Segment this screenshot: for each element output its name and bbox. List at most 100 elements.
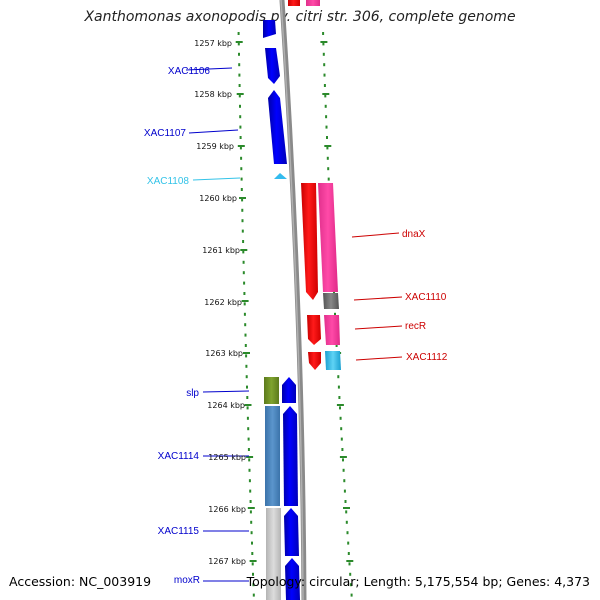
gene-arrow-xac1108[interactable] <box>274 173 287 179</box>
scale-tick <box>239 197 246 199</box>
scale-tick <box>336 404 344 406</box>
ring-dot <box>240 177 243 181</box>
ring-dot <box>238 52 240 56</box>
gene-arrow-dnax[interactable] <box>301 183 318 300</box>
ring-dot <box>240 156 243 160</box>
ring-dot <box>245 354 248 358</box>
scale-tick <box>241 300 249 302</box>
ring-dot <box>241 229 244 233</box>
ring-dot <box>326 136 328 139</box>
ring-dot <box>349 583 352 587</box>
gene-label[interactable]: XAC1110 <box>405 292 447 303</box>
ring-dot <box>249 489 252 493</box>
ring-dot <box>243 312 246 316</box>
scale-label: 1260 kbp <box>199 194 237 203</box>
ring-dot <box>239 125 242 129</box>
ring-dot <box>342 468 345 472</box>
scale-label: 1266 kbp <box>208 505 246 514</box>
ring-dot <box>347 552 350 555</box>
gene-arrow-xac1112[interactable] <box>308 352 321 370</box>
gene-arrow-slp[interactable] <box>282 377 296 403</box>
scale-tick <box>247 507 255 509</box>
scale-tick <box>320 41 328 43</box>
ring-dot <box>241 198 244 202</box>
cog-bar-xac1114 <box>265 406 280 506</box>
ring-dot <box>237 42 240 46</box>
ring-dot <box>326 156 329 160</box>
ring-dot <box>324 104 327 108</box>
map-title: Xanthomonas axonopodis pv. citri str. 30… <box>84 9 516 25</box>
gene-arrow-recr[interactable] <box>307 315 321 345</box>
gene-label[interactable]: recR <box>405 321 426 332</box>
ring-dot <box>322 32 325 35</box>
cog-bar-xac1110 <box>323 293 339 309</box>
ring-dot <box>346 531 349 535</box>
gene-arrow-xac1114[interactable] <box>283 406 298 506</box>
left-leader-lines <box>185 67 250 582</box>
ring-dot <box>341 448 344 451</box>
ring-dot <box>325 125 328 129</box>
gene-arrow[interactable] <box>263 20 276 38</box>
ring-dot <box>238 94 241 98</box>
ring-dot <box>246 396 249 399</box>
ring-dot <box>251 562 254 566</box>
scale-tick <box>343 507 350 509</box>
top-red-feature <box>288 0 300 6</box>
gene-label[interactable]: slp <box>186 388 199 399</box>
gene-label[interactable]: XAC1115 <box>158 526 200 537</box>
ring-dot <box>343 489 346 493</box>
gene-label[interactable]: XAC1108 <box>147 176 190 187</box>
scale-tick <box>236 93 244 95</box>
ring-dot <box>240 188 243 191</box>
gene-label[interactable]: moxR <box>174 575 200 586</box>
gene-arrow-moxr[interactable] <box>285 558 300 600</box>
forward-genes-lower <box>264 377 300 600</box>
gene-arrow[interactable] <box>268 90 287 164</box>
ring-dot <box>322 42 325 46</box>
ring-dot <box>323 73 326 77</box>
ring-dot <box>242 240 245 243</box>
ring-dot <box>243 281 246 285</box>
ring-dot <box>322 52 325 56</box>
cog-bar-dnax <box>318 183 338 292</box>
ring-dot <box>238 63 241 67</box>
scale-tick <box>235 41 243 43</box>
ring-dot <box>327 177 330 181</box>
scale-tick <box>240 249 248 251</box>
reverse-genes <box>301 183 341 370</box>
scale-label: 1261 kbp <box>202 246 240 255</box>
scale-label: 1265 kbp <box>208 453 246 462</box>
gene-arrow[interactable] <box>265 48 280 84</box>
ring-dot <box>251 552 254 555</box>
ring-dot <box>237 32 240 35</box>
scale-label: 1264 kbp <box>207 401 245 410</box>
cog-bar-recr <box>324 315 340 345</box>
scale-tick <box>249 560 257 562</box>
genome-summary-text: Topology: circular; Length: 5,175,554 bp… <box>246 574 590 589</box>
ring-dot <box>337 385 340 389</box>
genome-backbone-highlight <box>280 0 304 600</box>
ring-dot <box>239 146 242 150</box>
ring-dot <box>243 292 246 295</box>
ring-dot <box>240 167 243 171</box>
ring-dot <box>244 333 247 337</box>
ring-dot <box>342 458 344 462</box>
ring-dot <box>248 458 251 462</box>
gene-label[interactable]: XAC1106 <box>168 66 211 77</box>
scale-label: 1263 kbp <box>205 349 243 358</box>
gene-arrow-xac1115[interactable] <box>284 508 299 556</box>
scale-tick <box>346 560 354 562</box>
ring-dot <box>251 541 253 545</box>
ring-dot <box>242 250 245 254</box>
scale-tick <box>243 352 250 354</box>
top-pink-feature <box>306 0 320 6</box>
forward-genes-upper <box>263 20 287 179</box>
gene-label[interactable]: dnaX <box>402 229 426 240</box>
left-dotted-ring <box>237 32 255 597</box>
scale-label: 1262 kbp <box>204 298 242 307</box>
gene-label[interactable]: XAC1112 <box>406 352 448 363</box>
gene-label[interactable]: XAC1107 <box>144 128 187 139</box>
gene-label[interactable]: XAC1114 <box>158 451 200 462</box>
scale-label: 1257 kbp <box>194 39 232 48</box>
